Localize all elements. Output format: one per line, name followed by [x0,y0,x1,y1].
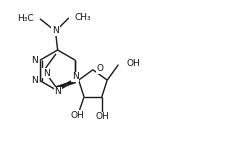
Text: OH: OH [95,112,109,121]
Text: N: N [54,87,61,96]
Text: N: N [32,76,38,85]
Text: N: N [72,72,79,81]
Text: N: N [32,56,38,65]
Text: O: O [97,64,104,73]
Text: OH: OH [126,59,140,68]
Text: N: N [52,26,59,35]
Text: OH: OH [70,111,84,120]
Text: N: N [43,68,49,78]
Text: CH₃: CH₃ [75,13,91,22]
Text: H₃C: H₃C [17,14,34,23]
